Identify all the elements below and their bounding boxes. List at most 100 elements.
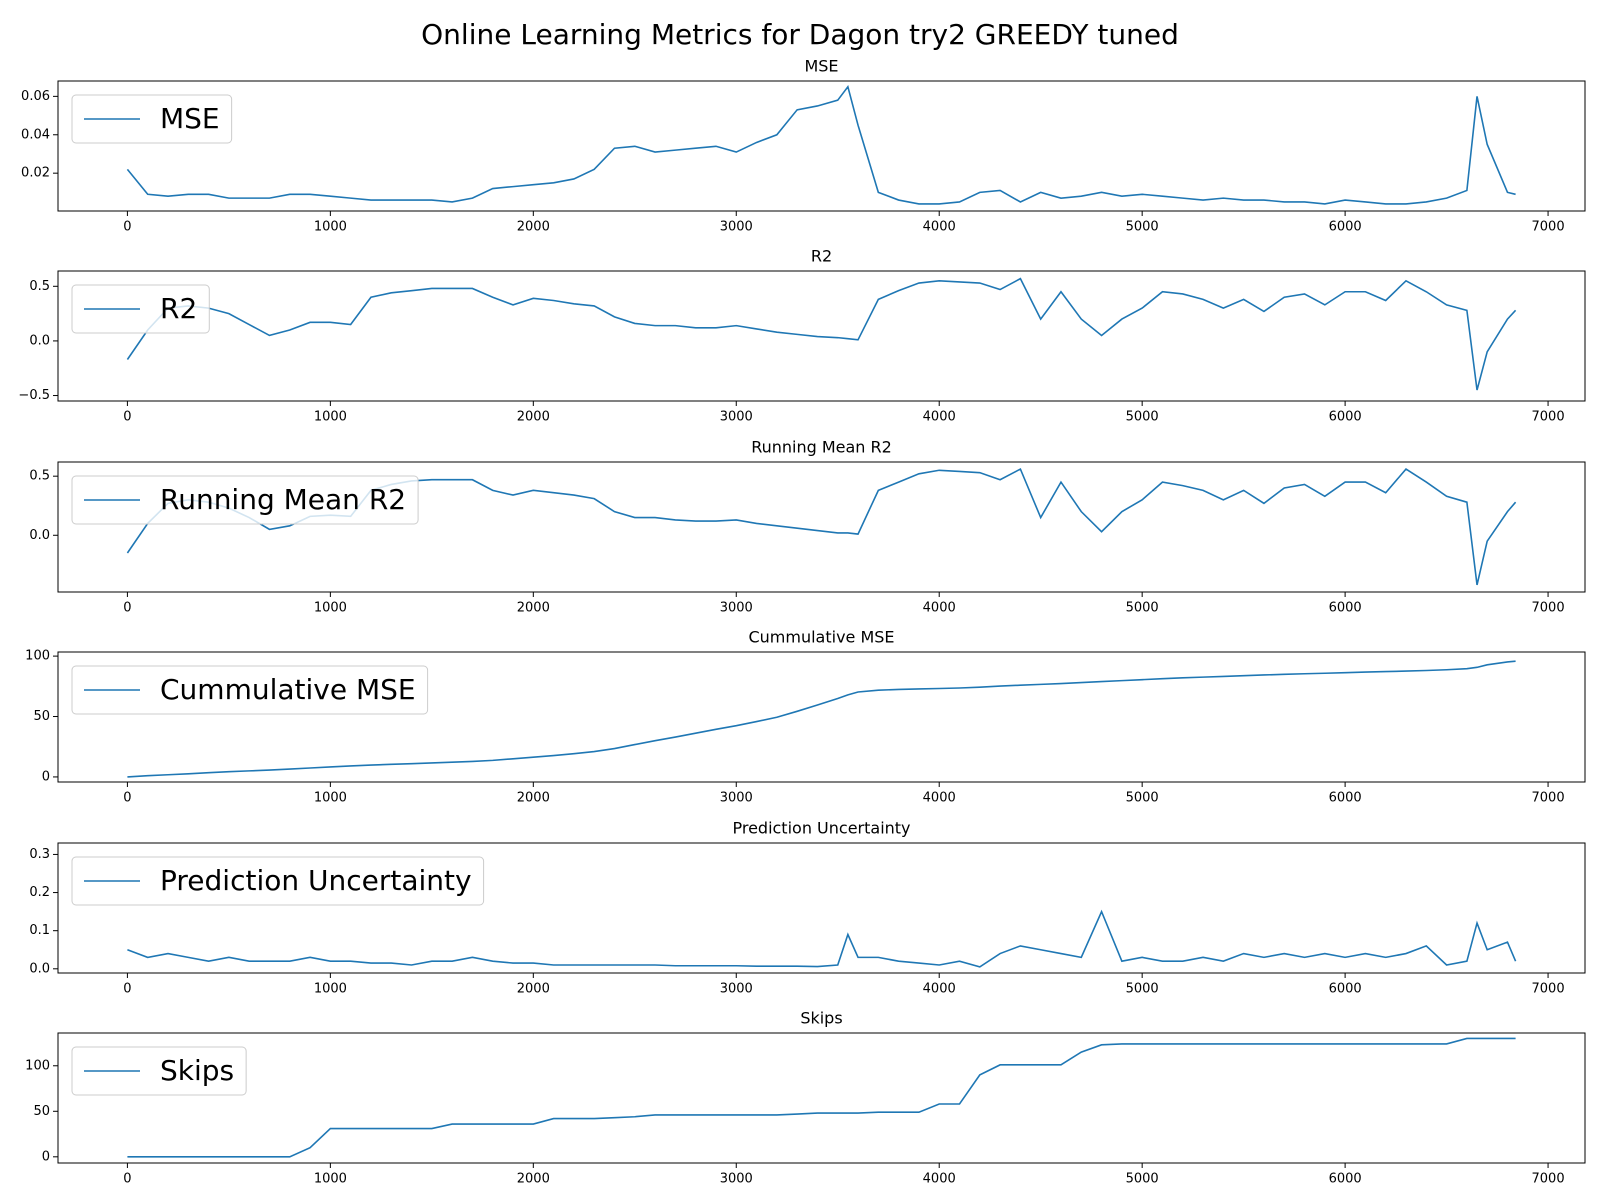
x-tick-label: 7000 (1532, 982, 1565, 997)
x-tick-label: 4000 (923, 220, 956, 235)
subplot-title: Skips (800, 1009, 842, 1028)
legend: R2 (71, 284, 210, 334)
y-tick-label: −0.5 (18, 388, 50, 403)
data-line (127, 660, 1516, 778)
x-tick-label: 2000 (517, 982, 550, 997)
x-tick-label: 0 (123, 982, 131, 997)
legend-label: MSE (160, 102, 220, 135)
x-tick-label: 0 (123, 410, 131, 425)
x-tick-label: 5000 (1126, 410, 1159, 425)
x-tick-label: 4000 (923, 410, 956, 425)
y-tick-label: 0.1 (29, 923, 50, 938)
subplot-title: Prediction Uncertainty (732, 819, 910, 838)
legend-label: Cummulative MSE (160, 673, 416, 706)
x-tick-label: 6000 (1329, 1172, 1362, 1187)
y-tick-label: 0 (42, 769, 50, 784)
axes-frame (57, 651, 1586, 783)
y-tick-label: 0.3 (29, 847, 50, 862)
x-tick-label: 5000 (1126, 791, 1159, 806)
legend: Skips (71, 1046, 247, 1096)
legend-box (71, 475, 419, 525)
x-tick-label: 1000 (314, 791, 347, 806)
x-tick-label: 2000 (517, 601, 550, 616)
x-tick-label: 7000 (1532, 601, 1565, 616)
legend-box (71, 856, 485, 906)
axes-frame (57, 80, 1586, 212)
x-tick-label: 6000 (1329, 982, 1362, 997)
x-tick-label: 7000 (1532, 791, 1565, 806)
y-tick-label: 0.06 (21, 89, 50, 104)
x-tick-label: 5000 (1126, 982, 1159, 997)
legend-label: Running Mean R2 (160, 483, 406, 516)
legend-box (71, 1046, 247, 1096)
legend-box (71, 665, 429, 715)
y-tick-label: 0.2 (29, 885, 50, 900)
x-tick-label: 1000 (314, 1172, 347, 1187)
y-tick-label: 0.04 (21, 127, 50, 142)
axes-frame (57, 461, 1586, 593)
y-tick-label: 0.0 (29, 961, 50, 976)
x-tick-label: 3000 (720, 1172, 753, 1187)
x-tick-label: 1000 (314, 410, 347, 425)
axes-frame (57, 842, 1586, 974)
x-tick-label: 3000 (720, 410, 753, 425)
subplot-title: Cummulative MSE (748, 628, 894, 647)
x-tick-label: 2000 (517, 410, 550, 425)
y-tick-label: 50 (33, 709, 50, 724)
data-line (126, 84, 1516, 205)
x-tick-label: 5000 (1126, 1172, 1159, 1187)
x-tick-label: 7000 (1532, 410, 1565, 425)
legend: Running Mean R2 (71, 475, 419, 525)
x-tick-label: 1000 (314, 601, 347, 616)
y-tick-label: 0 (42, 1149, 50, 1164)
y-tick-label: 50 (33, 1104, 50, 1119)
x-tick-label: 1000 (314, 220, 347, 235)
x-tick-label: 2000 (517, 1172, 550, 1187)
y-tick-label: 100 (25, 1058, 50, 1073)
x-tick-label: 3000 (720, 982, 753, 997)
x-tick-label: 6000 (1329, 601, 1362, 616)
legend-box (71, 94, 233, 144)
y-tick-label: 0.5 (29, 469, 50, 484)
x-tick-label: 6000 (1329, 220, 1362, 235)
legend-label: Prediction Uncertainty (160, 864, 472, 897)
x-tick-label: 4000 (923, 1172, 956, 1187)
data-line (126, 277, 1517, 391)
x-tick-label: 4000 (923, 982, 956, 997)
x-tick-label: 1000 (314, 982, 347, 997)
figure-title: Online Learning Metrics for Dagon try2 G… (421, 18, 1179, 51)
y-tick-label: 0.0 (29, 528, 50, 543)
x-tick-label: 0 (123, 791, 131, 806)
legend: Prediction Uncertainty (71, 856, 485, 906)
legend-box (71, 284, 210, 334)
y-tick-label: 0.02 (21, 166, 50, 181)
subplot-title: R2 (811, 247, 832, 266)
x-tick-label: 0 (123, 601, 131, 616)
subplot-title: MSE (804, 57, 838, 76)
x-tick-label: 6000 (1329, 410, 1362, 425)
x-tick-label: 4000 (923, 601, 956, 616)
legend-label: Skips (160, 1054, 234, 1087)
data-line (127, 909, 1517, 968)
legend: Cummulative MSE (71, 665, 429, 715)
x-tick-label: 7000 (1532, 1172, 1565, 1187)
x-tick-label: 2000 (517, 791, 550, 806)
x-tick-label: 5000 (1126, 601, 1159, 616)
x-tick-label: 0 (123, 220, 131, 235)
x-tick-label: 3000 (720, 791, 753, 806)
data-line (127, 1037, 1516, 1158)
x-tick-label: 3000 (720, 220, 753, 235)
x-tick-label: 0 (123, 1172, 131, 1187)
legend-label: R2 (160, 292, 197, 325)
y-tick-label: 0.5 (29, 279, 50, 294)
axes-frame (57, 270, 1586, 402)
x-tick-label: 3000 (720, 601, 753, 616)
x-tick-label: 7000 (1532, 220, 1565, 235)
axes-frame (57, 1032, 1586, 1164)
y-tick-label: 0.0 (29, 333, 50, 348)
subplot-title: Running Mean R2 (751, 438, 892, 457)
x-tick-label: 6000 (1329, 791, 1362, 806)
legend: MSE (71, 94, 233, 144)
